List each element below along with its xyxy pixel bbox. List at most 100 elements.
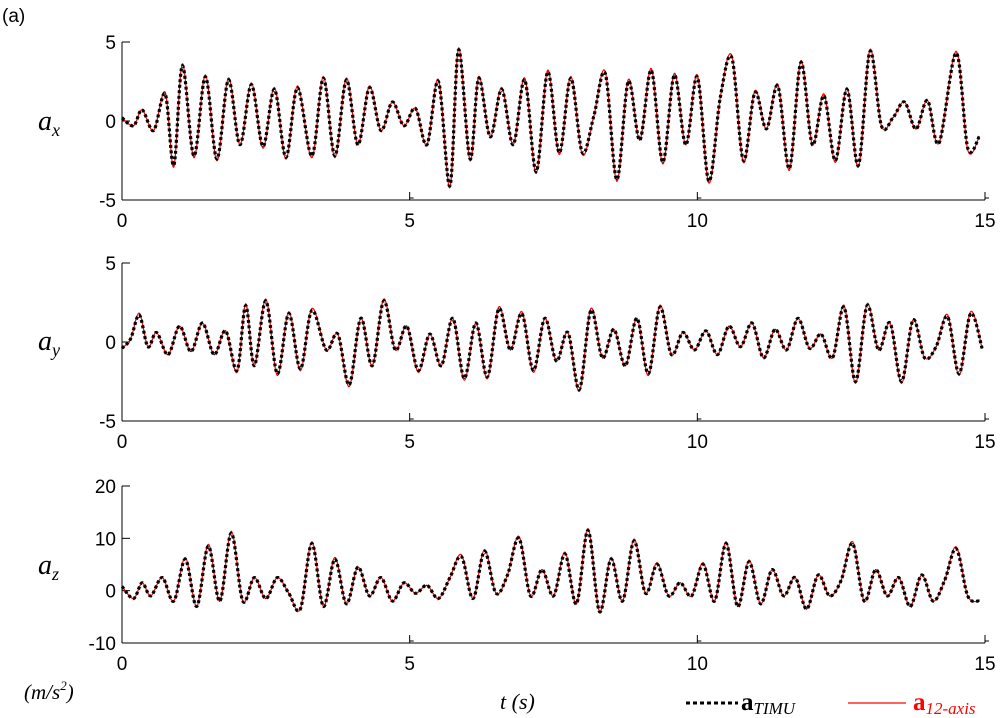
- ax-data-point: [403, 125, 405, 127]
- ay-data-point: [797, 317, 799, 319]
- ax-data-point: [153, 129, 155, 132]
- ax-data-point: [391, 101, 393, 103]
- ay-xtick-label: 10: [687, 432, 708, 453]
- ay-data-point: [201, 322, 204, 324]
- ay-data-point: [716, 354, 719, 356]
- ay-xtick-label: 15: [974, 432, 995, 453]
- az-data-point: [391, 600, 393, 602]
- ax-data-point: [216, 158, 218, 160]
- az-data-point: [829, 595, 831, 597]
- ax-data-point: [357, 144, 359, 146]
- ay-data-point: [808, 347, 811, 349]
- az-data-point: [357, 566, 359, 568]
- ay-data-point: [705, 330, 707, 332]
- az-data-point: [656, 563, 658, 566]
- ax-data-point: [414, 107, 416, 109]
- ay-data-point: [394, 349, 396, 351]
- ay-data-point: [147, 346, 149, 348]
- az-xtick-label: 5: [404, 654, 415, 675]
- panel-label: (a): [2, 6, 25, 27]
- ax-data-point: [380, 129, 382, 132]
- az-data-point: [426, 584, 428, 587]
- az-data-point: [783, 595, 785, 597]
- ax-data-point: [811, 144, 814, 146]
- ax-data-point: [524, 79, 526, 81]
- ax-data-point: [311, 155, 313, 157]
- az-data-point: [909, 605, 911, 608]
- az-series-timu: [120, 528, 980, 614]
- ay-xtick-label: 5: [404, 432, 415, 453]
- az-data-point: [978, 600, 980, 602]
- ay-data-point: [739, 346, 742, 348]
- ax-ytick-label: -5: [99, 191, 116, 212]
- az-data-point: [299, 608, 301, 610]
- ay-data-point: [406, 325, 408, 327]
- ay-data-point: [682, 331, 684, 334]
- ax-ylabel: ax: [38, 106, 60, 140]
- ay-data-point: [130, 338, 132, 340]
- legend: aTIMU a12-axis: [686, 689, 976, 718]
- az-data-point: [472, 597, 474, 600]
- ay-data-point: [167, 354, 169, 356]
- ay-data-point: [555, 360, 558, 362]
- ax-data-point: [250, 84, 252, 86]
- ax-data-point: [673, 74, 675, 76]
- az-ytick-label: 20: [95, 477, 116, 498]
- ay-data-point: [452, 317, 454, 319]
- az-data-point: [322, 605, 324, 608]
- ay-data-point: [190, 350, 192, 353]
- az-data-point: [265, 597, 267, 600]
- ax-data-point: [132, 125, 135, 127]
- ax-data-point: [489, 136, 491, 138]
- ax-xtick-label: 0: [117, 211, 128, 232]
- ax-data-point: [173, 164, 175, 166]
- ax-data-point: [788, 167, 791, 169]
- ax-data-point: [345, 79, 347, 81]
- ay-data-point: [624, 365, 627, 367]
- ay-data-point: [578, 388, 581, 390]
- az-ytick-label: -10: [89, 634, 116, 655]
- ax-data-point: [696, 76, 698, 78]
- ax-data-point: [846, 88, 848, 90]
- ay-data-point: [325, 349, 327, 351]
- az-data-point: [495, 592, 497, 594]
- ax-data-point: [604, 73, 606, 75]
- ax-data-point: [164, 93, 166, 95]
- ax-data-point: [708, 180, 710, 182]
- ax-data-point: [892, 117, 894, 119]
- az-data-point: [840, 579, 842, 581]
- az-data-point: [219, 600, 221, 602]
- ax-series-timu: [120, 48, 981, 188]
- ay-data-point: [670, 354, 673, 356]
- legend-12axis-label: a12-axis: [913, 689, 976, 718]
- ax-series-12axis: [121, 47, 980, 189]
- ax-data-point: [204, 76, 206, 78]
- az-ylabel: az: [38, 550, 59, 584]
- ax-data-point: [141, 109, 143, 111]
- ax-data-point: [593, 115, 595, 117]
- az-data-point: [564, 553, 566, 555]
- az-data-point: [863, 600, 865, 602]
- az-data-point: [483, 550, 486, 553]
- ay-data-point: [276, 373, 278, 375]
- az-data-point: [898, 577, 900, 579]
- ay-data-point: [831, 357, 834, 359]
- ax-data-point: [719, 96, 721, 98]
- az-data-point: [518, 537, 520, 539]
- ay-data-point: [958, 373, 960, 375]
- ay-data-point: [371, 365, 373, 367]
- az-xtick-label: 15: [974, 654, 995, 675]
- ax-data-point: [742, 159, 745, 162]
- ay-data-point: [417, 369, 419, 371]
- ax-data-point: [915, 128, 917, 130]
- ay-data-point: [178, 325, 181, 327]
- ax-data-point: [627, 80, 629, 83]
- az-data-point: [967, 595, 969, 597]
- ay-data-point: [532, 369, 535, 371]
- az-data-point: [668, 595, 670, 597]
- az-ytick-label: 10: [95, 529, 116, 550]
- az-data-point: [702, 563, 704, 566]
- ax-data-point: [570, 77, 572, 79]
- ay-data-point: [693, 349, 696, 351]
- ay-data-point: [121, 347, 123, 349]
